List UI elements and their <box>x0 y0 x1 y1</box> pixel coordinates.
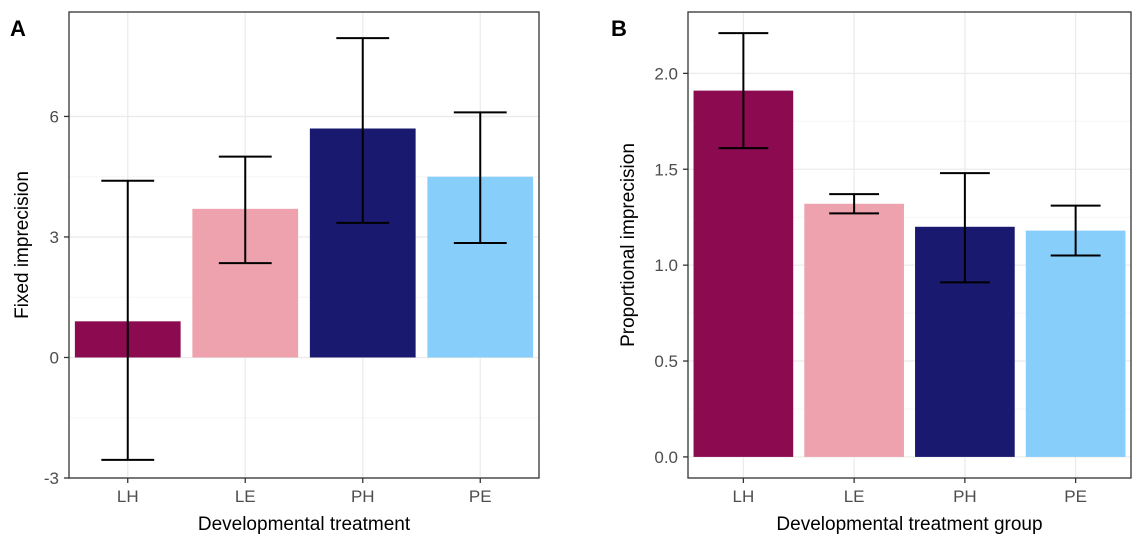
y-tick-label: -3 <box>44 469 59 488</box>
error-bar-ph <box>939 172 990 284</box>
error-bar-lh <box>718 32 769 150</box>
y-tick-label: 0.0 <box>654 448 678 467</box>
bar-lh <box>693 90 794 457</box>
x-axis-title: Developmental treatment group <box>776 514 1042 535</box>
error-bar-pe <box>453 111 507 244</box>
y-axis-title: Proportional imprecision <box>618 143 639 347</box>
error-bar-lh <box>101 179 155 461</box>
bar-le <box>804 203 904 457</box>
y-tick-label: 0 <box>50 348 59 367</box>
panel-label: B <box>611 16 627 41</box>
panel-a: -3 0 3 6 LH LE PH PE Developmental treatment Fixe… <box>10 11 540 535</box>
y-tick-label: 3 <box>50 228 59 247</box>
y-tick-label: 0.5 <box>654 352 678 371</box>
error-bar-le <box>218 155 272 265</box>
x-tick-label: LH <box>733 487 755 506</box>
bar-pe <box>1025 230 1126 457</box>
error-bar-ph <box>336 37 390 224</box>
x-tick-label: LE <box>844 487 865 506</box>
x-tick-label: PH <box>351 487 375 506</box>
panel-label: A <box>10 16 26 41</box>
y-tick-label: 1.5 <box>654 160 678 179</box>
x-tick-label: LE <box>235 487 256 506</box>
panel-b: 0.0 0.5 1.0 1.5 2.0 LH LE PH PE Developmental tre… <box>611 11 1132 535</box>
error-bar-le <box>829 193 880 215</box>
x-tick-label: PE <box>1064 487 1087 506</box>
y-tick-label: 2.0 <box>654 64 678 83</box>
y-tick-label: 1.0 <box>654 256 678 275</box>
error-bar-pe <box>1050 204 1101 257</box>
panel-border <box>68 11 540 479</box>
x-axis-title: Developmental treatment <box>198 514 411 535</box>
panel-border <box>687 11 1132 479</box>
x-tick-label: LH <box>117 487 139 506</box>
y-axis-title: Fixed imprecision <box>12 171 33 319</box>
x-tick-label: PE <box>469 487 492 506</box>
x-tick-label: PH <box>953 487 977 506</box>
y-tick-label: 6 <box>50 107 59 126</box>
